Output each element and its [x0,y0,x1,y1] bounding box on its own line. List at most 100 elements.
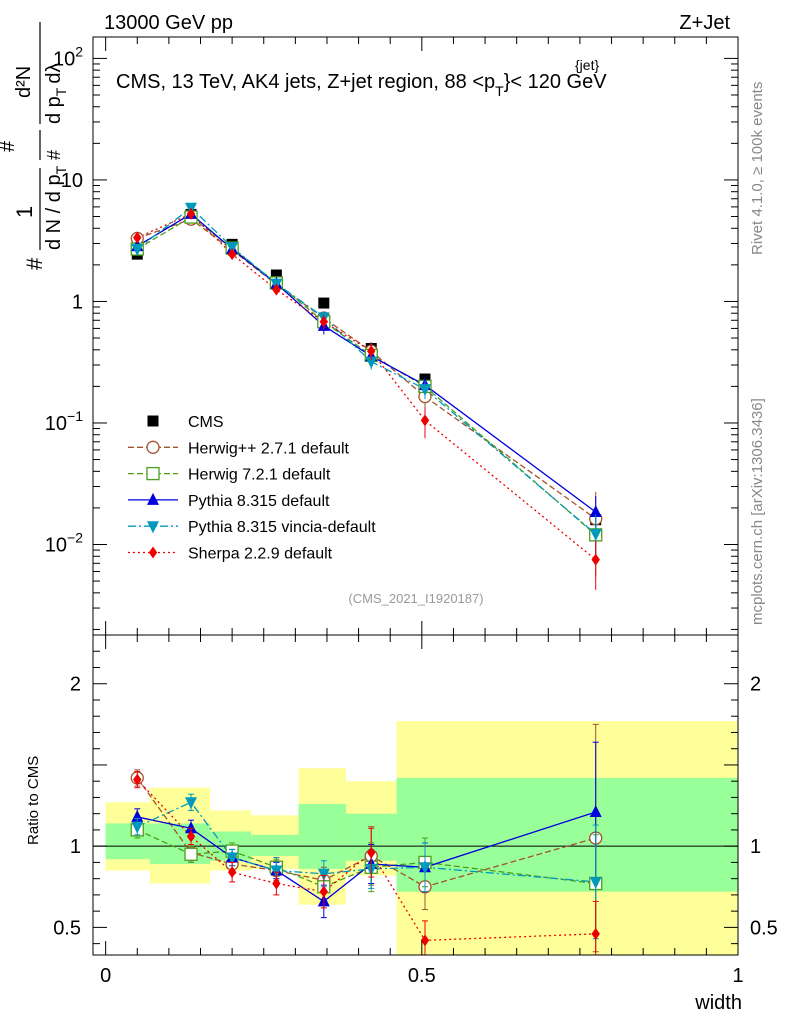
ratio-y-tick-label-right: 0.5 [750,917,778,939]
main-point-series-4 [420,414,430,427]
ratio-y-tick-label: 1 [70,836,81,858]
ratio-point-series-4 [591,927,600,940]
main-series-group [130,202,603,590]
ratio-point-series-4 [420,934,430,947]
svg-text:#: # [44,150,64,160]
legend-marker [147,492,159,505]
ratio-line-series-3 [136,801,596,883]
x-tick-label: 1 [732,965,743,987]
plot-title-sup: {jet} [575,57,599,73]
y-tick-label: 10−2 [45,529,83,556]
main-point-series-4 [319,315,329,328]
cms-data-point [318,297,330,309]
ratio-y-tick-label-right: 1 [750,836,761,858]
svg-text:#: # [0,140,19,152]
x-tick-label: 0.5 [408,965,436,987]
ratio-point-series-3 [226,852,239,865]
energy-label: 13000 GeV pp [104,12,233,34]
x-axis-label: width [694,992,742,1014]
ratio-point-series-2 [185,821,198,834]
ratio-y-tick-label: 2 [70,674,81,696]
main-line-series-3 [136,206,597,535]
plot-title: CMS, 13 TeV, AK4 jets, Z+jet region, 88 … [116,71,607,99]
ratio-line-series-0 [136,777,596,888]
legend-label: Herwig++ 2.7.1 default [188,440,350,457]
ratio-point-series-3 [589,876,602,889]
ratio-y-axis-label: Ratio to CMS [25,756,42,845]
legend-label: Sherpa 2.2.9 default [188,546,333,563]
y-tick-label: 1 [72,291,83,313]
main-point-series-3 [131,244,144,257]
ratio-point-series-3 [418,862,431,875]
main-y-axis-label: # 1 d N / d pT # # d²N d pTdλ [0,22,69,270]
legend-marker [148,546,158,559]
ylabel-hash: # [22,257,47,270]
ratio-point-series-4 [367,846,376,859]
main-point-series-4 [367,345,376,358]
main-line-series-4 [137,213,597,561]
ylabel-hash3: # [44,150,64,160]
y-tick-label: 10−1 [45,408,83,435]
ratio-point-series-3 [317,868,330,881]
legend-label: CMS [188,414,224,431]
stat-uncertainty-band [149,823,210,865]
plot-title-main: CMS, 13 TeV, AK4 jets, Z+jet region, 88 … [116,71,495,93]
svg-text:d N / d pT: d N / d pT [43,165,69,250]
main-point-series-4 [133,231,142,244]
ylabel-dn: d N / d p [43,174,65,250]
ratio-point-series-4 [272,877,281,890]
axis-ticks: 0 0.5 1 102 10 1 10−1 10−2 2 2 1 1 0.5 0.5 [45,37,778,987]
x-tick-label: 0 [100,965,111,987]
ylabel-d2n: d²N [13,66,35,98]
ylabel-t1: T [53,165,69,174]
ratio-point-series-3 [131,821,144,834]
ratio-series-group [130,723,603,955]
plot-title-sub: T [495,83,504,99]
process-label: Z+Jet [679,12,730,34]
ratio-point-series-3 [270,865,283,878]
legend: CMS Herwig++ 2.7.1 default Herwig 7.2.1 de… [128,414,376,563]
legend-marker [147,521,159,534]
y-tick-label: 102 [53,43,83,70]
svg-text:d²N: d²N [13,66,35,98]
main-point-series-4 [272,283,281,296]
legend-marker [146,440,160,454]
y-tick-label: 10 [61,170,83,192]
main-point-series-3 [418,384,431,397]
cms-data-point [270,269,282,281]
ylabel-dlam: dλ [43,63,65,84]
main-point-series-4 [591,553,600,566]
ratio-point-series-4 [227,866,237,879]
main-point-series-2 [589,505,602,518]
main-point-series-3 [589,529,602,542]
plot-title-end: }< 120 GeV [504,71,608,93]
ratio-line-series-1 [136,829,596,888]
stat-uncertainty-band [298,803,346,869]
ratio-point-series-4 [319,885,329,898]
stat-uncertainty-band [396,777,738,892]
ratio-uncertainty-bands [105,721,738,955]
main-point-series-3 [226,242,239,255]
ylabel-hash2: # [0,140,19,152]
legend-marker [147,415,159,427]
ratio-y-tick-label: 0.5 [53,917,81,939]
rivet-label: Rivet 4.1.0, ≥ 100k events [749,82,766,255]
ratio-frame [92,634,739,956]
mcplots-label: mcplots.cern.ch [arXiv:1306.3436] [749,398,766,625]
stat-uncertainty-band [251,834,299,856]
ylabel-t2: T [53,87,69,96]
legend-label: Pythia 8.315 vincia-default [188,519,376,536]
svg-text:d pTdλ: d pTdλ [43,63,69,125]
main-point-series-3 [365,356,378,369]
ratio-line-series-2 [137,811,596,903]
legend-marker [146,466,160,481]
ratio-point-series-4 [133,773,142,786]
main-point-series-4 [186,207,196,220]
ratio-point-series-1 [184,847,198,861]
svg-text:1: 1 [12,206,37,218]
ratio-point-series-2 [589,805,602,818]
main-point-series-4 [227,248,237,261]
analysis-id: (CMS_2021_I1920187) [348,591,483,606]
ylabel-one: 1 [12,206,37,218]
